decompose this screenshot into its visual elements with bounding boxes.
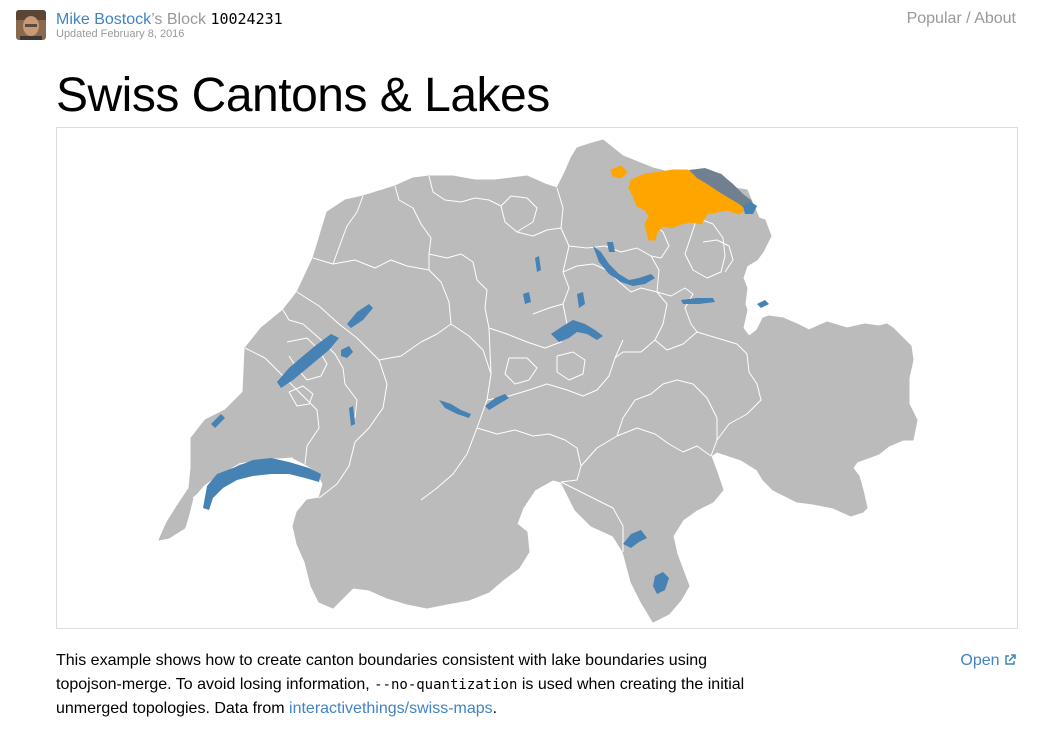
description-part3: . — [492, 700, 498, 717]
open-link[interactable]: Open — [960, 649, 1016, 673]
open-link-label: Open — [960, 652, 1000, 669]
canton-boundary — [312, 257, 452, 325]
canton-boundary — [562, 263, 668, 359]
canton-boundary — [616, 427, 712, 457]
lake-thun — [439, 400, 471, 418]
canton-boundary — [428, 175, 562, 237]
lake-zug — [577, 292, 585, 308]
lake-sils — [757, 300, 769, 308]
lake-neuchatel — [277, 334, 339, 388]
owner-line: Mike Bostock’s Block 10024231 — [56, 10, 283, 29]
canton-boundary — [488, 271, 570, 349]
canton-boundary — [244, 347, 320, 465]
lake-geneva — [203, 458, 321, 510]
canton-boundary — [378, 323, 452, 361]
canton-boundary — [282, 309, 346, 385]
lake-gruyere — [349, 406, 355, 426]
canton-boundary — [556, 351, 586, 381]
user-avatar[interactable] — [16, 10, 46, 40]
lake-sempach — [523, 292, 531, 304]
lakes — [203, 168, 769, 594]
canton-boundary — [560, 481, 624, 552]
canton-boundary — [746, 267, 774, 297]
updated-date: Updated February 8, 2016 — [56, 28, 185, 40]
owner-suffix: ’s Block — [151, 11, 206, 28]
canton-boundary — [684, 217, 726, 279]
nav-separator: / — [961, 10, 975, 27]
lake-constance — [689, 168, 755, 210]
canton-boundary — [476, 279, 492, 375]
highlighted-canton-exclave — [610, 165, 628, 179]
canton-boundary — [332, 195, 364, 265]
canton-boundary — [486, 339, 624, 401]
lake-brienz — [485, 394, 509, 410]
canton-boundary — [500, 195, 538, 233]
map-frame — [56, 127, 1018, 629]
canton-boundary — [702, 239, 734, 273]
lake-joux — [211, 414, 225, 428]
nav-popular-link[interactable]: Popular — [906, 10, 962, 27]
lake-constance-east — [743, 202, 757, 214]
canton-boundary — [288, 385, 314, 407]
lake-biel — [347, 304, 373, 328]
description-part2: is used when creating the initial unmerg… — [56, 676, 745, 717]
lake-greifensee — [607, 242, 615, 252]
lake-maggiore — [623, 530, 647, 548]
country-silhouette — [158, 139, 918, 623]
switzerland-map — [158, 139, 918, 623]
canton-boundary — [532, 303, 564, 315]
canton-boundary — [654, 287, 698, 351]
top-nav: Popular / About — [907, 10, 1016, 28]
description-code: --no-quantization — [374, 677, 518, 693]
lake-zurich — [593, 246, 655, 286]
description-part1: This example shows how to create canton … — [56, 652, 708, 693]
canton-boundary — [428, 253, 478, 281]
owner-link[interactable]: Mike Bostock — [56, 11, 152, 28]
top-bar: Mike Bostock’s Block 10024231 Updated Fe… — [16, 10, 1016, 42]
lake-murten — [341, 346, 353, 358]
canton-boundary — [696, 331, 762, 457]
lake-walen — [681, 298, 715, 304]
canton-boundary — [580, 379, 718, 467]
map-land — [158, 139, 918, 623]
swiss-maps-link[interactable]: interactivethings/swiss-maps — [289, 700, 493, 717]
external-link-icon — [1005, 654, 1016, 665]
canton-boundary — [504, 357, 538, 385]
lake-lucerne — [551, 320, 603, 342]
nav-about-link[interactable]: About — [974, 10, 1016, 27]
gist-id: 10024231 — [210, 10, 283, 28]
lake-hallwil — [535, 256, 541, 272]
canton-boundary — [296, 291, 388, 499]
canton-boundary — [568, 245, 660, 293]
canton-boundary — [344, 383, 358, 419]
canton-boundary — [476, 427, 582, 483]
block-description: This example shows how to create canton … — [56, 649, 776, 721]
lake-lugano — [653, 572, 669, 594]
page-title: Swiss Cantons & Lakes — [56, 69, 550, 122]
canton-boundary — [420, 323, 492, 501]
